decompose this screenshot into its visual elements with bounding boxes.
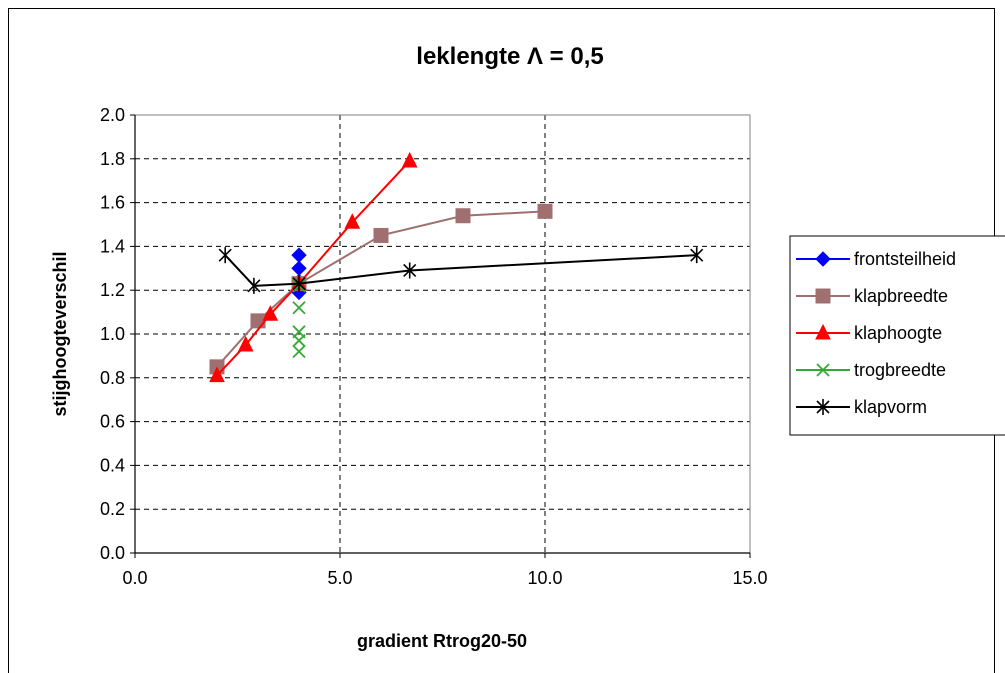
data-point-klapbreedte [250, 313, 266, 329]
x-tick-label: 10.0 [527, 568, 562, 588]
y-tick-label: 1.8 [100, 149, 125, 169]
legend-label: klaphoogte [854, 323, 942, 343]
chart-title: leklengte Λ = 0,5 [416, 43, 603, 70]
legend-label: frontsteilheid [854, 249, 956, 269]
legend-marker [815, 288, 831, 304]
data-point-klaphoogte [401, 151, 418, 168]
legend-label: klapbreedte [854, 286, 948, 306]
data-point-klaphoogte [209, 366, 225, 383]
data-point-klaphoogte [237, 335, 254, 352]
data-point-klaphoogte-shape [209, 366, 225, 383]
x-tick-labels: 0.0 5.0 10.0 15.0 [122, 568, 767, 588]
legend-items: frontsteilheid klapbreedte klaphoogte trogb… [796, 249, 956, 417]
data-point-klapvorm [292, 275, 306, 292]
data-point-klapbreedte-shape [250, 313, 266, 329]
legend: frontsteilheid klapbreedte klaphoogte trogb… [789, 235, 1005, 436]
y-tick-label: 0.2 [100, 499, 125, 519]
x-tick-label: 5.0 [327, 568, 352, 588]
legend-marker [816, 399, 830, 415]
data-point-trogbreedte [292, 344, 306, 359]
legend-item-frontsteilheid: frontsteilheid [796, 249, 956, 269]
data-point-klapbreedte-shape [455, 208, 471, 224]
legend-marker-shape [815, 288, 831, 304]
data-point-trogbreedte-stroke [292, 344, 306, 359]
data-point-klapbreedte [537, 203, 553, 219]
data-point-klaphoogte-shape [344, 213, 361, 229]
x-tick-label: 15.0 [732, 568, 767, 588]
data-point-klapbreedte [373, 227, 389, 243]
data-point-klapvorm [403, 262, 417, 279]
y-tick-label: 1.2 [100, 280, 125, 300]
y-tick-label: 0.8 [100, 368, 125, 388]
legend-marker [815, 323, 831, 340]
y-tick-label: 0.6 [100, 412, 125, 432]
legend-item-klapvorm: klapvorm [796, 397, 927, 417]
data-point-klapbreedte-shape [373, 227, 389, 243]
y-axis-title: stijghoogteverschil [50, 251, 70, 416]
data-point-klaphoogte [262, 305, 279, 321]
data-point-klapvorm [218, 247, 232, 264]
data-point-trogbreedte [292, 301, 306, 315]
legend-marker [815, 251, 831, 267]
series-trogbreedte [292, 279, 306, 359]
legend-marker-stroke [816, 363, 830, 377]
data-point-klapbreedte-shape [537, 203, 553, 219]
axes [130, 114, 751, 558]
legend-item-klaphoogte: klaphoogte [796, 323, 942, 343]
y-tick-label: 1.0 [100, 324, 125, 344]
legend-marker-shape [815, 251, 831, 267]
legend-box [789, 235, 1005, 436]
data-point-klaphoogte-shape [262, 305, 279, 321]
y-tick-labels: 0.0 0.2 0.4 0.6 0.8 1.0 1.2 1.4 1.6 1.8 2.0 [100, 105, 125, 563]
series-klapvorm [218, 247, 704, 294]
data-point-klaphoogte [344, 213, 361, 229]
data-point-trogbreedte-stroke [292, 301, 306, 315]
legend-label: klapvorm [854, 397, 927, 417]
legend-item-klapbreedte: klapbreedte [796, 286, 948, 306]
x-tick-label: 0.0 [122, 568, 147, 588]
series-line-klapbreedte [216, 210, 546, 368]
y-tick-label: 1.4 [100, 236, 125, 256]
data-point-klapbreedte [455, 208, 471, 224]
legend-marker-shape [815, 323, 831, 340]
data-point-klaphoogte-shape [237, 335, 254, 352]
data-point-klapvorm [690, 247, 704, 264]
y-tick-label: 0.4 [100, 455, 125, 475]
legend-label: trogbreedte [854, 360, 946, 380]
data-point-klaphoogte-shape [401, 151, 418, 168]
gridlines [135, 115, 750, 553]
x-axis-title: gradient Rtrog20-50 [357, 631, 527, 651]
legend-marker [816, 363, 830, 377]
y-tick-label: 2.0 [100, 105, 125, 125]
y-tick-label: 1.6 [100, 193, 125, 213]
series-layer [209, 151, 704, 383]
data-point-trogbreedte [292, 333, 306, 348]
data-point-trogbreedte-stroke [292, 333, 306, 348]
data-point-klapvorm [247, 277, 261, 294]
legend-item-trogbreedte: trogbreedte [796, 360, 946, 380]
y-tick-label: 0.0 [100, 543, 125, 563]
